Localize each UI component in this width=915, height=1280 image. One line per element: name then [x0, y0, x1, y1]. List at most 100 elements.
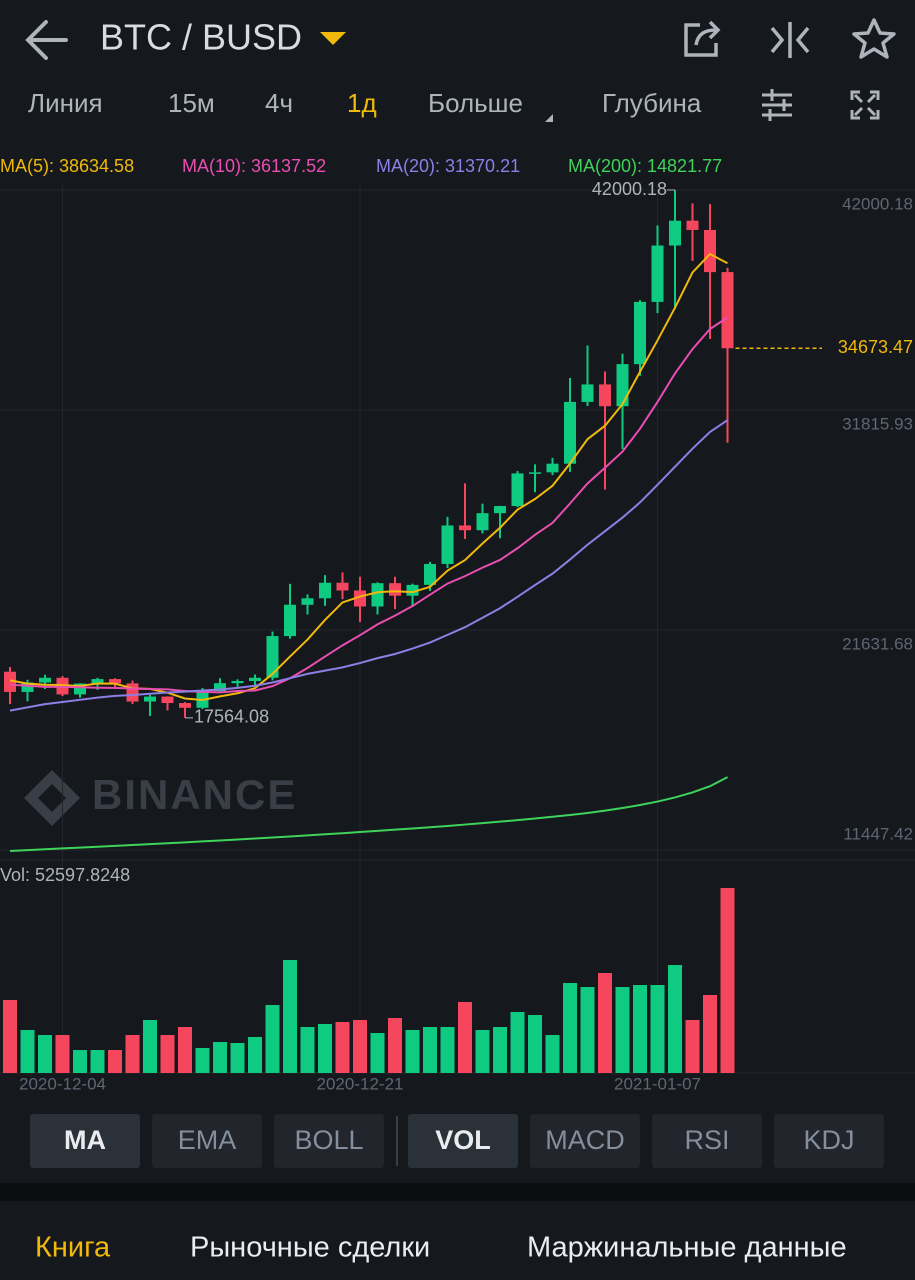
bottom-tab[interactable]: Рыночные сделки — [190, 1232, 430, 1264]
more-arrow — [545, 114, 553, 122]
indicator-button[interactable] — [408, 1114, 518, 1168]
timeframe-tab[interactable]: Линия — [28, 88, 103, 118]
x-tick-label: 2020-12-04 — [19, 1074, 106, 1093]
indicator-label[interactable]: MACD — [545, 1125, 625, 1155]
timeframe-tab[interactable]: Глубина — [602, 88, 702, 118]
indicator-label[interactable]: KDJ — [803, 1125, 854, 1155]
volume-bar — [353, 1019, 367, 1073]
watermark-logo — [24, 770, 80, 826]
ma-legend: MA(5): 38634.58 — [0, 156, 134, 176]
chart: BINANCE 42000.18 31815.93 21631.68 11447.42 2… — [0, 156, 915, 1093]
candle-body — [529, 472, 541, 474]
volume-bar — [283, 959, 297, 1073]
pair-dropdown[interactable] — [320, 32, 346, 45]
volume-bar — [598, 973, 612, 1073]
ma-line — [9, 776, 728, 853]
candle-body — [371, 583, 384, 607]
y-tick-label: 11447.42 — [843, 824, 913, 843]
indicator-label[interactable]: EMA — [178, 1125, 237, 1155]
current-price-label: 34673.47 — [838, 337, 913, 357]
indicator-button[interactable] — [30, 1114, 140, 1168]
indicator-button[interactable] — [774, 1114, 884, 1168]
back-button[interactable] — [25, 20, 68, 60]
indicator-bar: MA EMA BOLL VOL MACD RSI KDJ — [30, 1114, 884, 1168]
candle-body — [721, 272, 734, 349]
compare-button[interactable] — [770, 22, 810, 58]
bottom-tab[interactable]: Маржинальные данные — [527, 1232, 847, 1264]
candle-body — [144, 696, 156, 702]
timeframe-tab[interactable]: 1д — [347, 88, 377, 118]
candle-body — [4, 671, 16, 692]
candle-body — [21, 682, 34, 692]
candle-body — [459, 525, 471, 531]
candle-body — [249, 677, 261, 682]
volume-bar — [703, 994, 717, 1073]
volume-bar — [230, 1042, 245, 1073]
x-tick-label: 2020-12-21 — [317, 1074, 404, 1093]
bottom-tab[interactable]: Книга — [35, 1232, 111, 1264]
favorite-button[interactable] — [852, 18, 896, 59]
candle-body — [336, 582, 349, 591]
volume-bar — [563, 982, 577, 1073]
volume-bar — [493, 1026, 507, 1073]
pair-title[interactable]: BTC / BUSD — [100, 17, 302, 58]
volume-bar — [388, 1017, 402, 1073]
volume-bar — [318, 1024, 332, 1073]
ma-legend: MA(10): 36137.52 — [182, 156, 326, 176]
candle-body — [284, 604, 296, 637]
indicator-label[interactable]: BOLL — [294, 1125, 363, 1155]
low-label: 17564.08 — [194, 707, 269, 727]
candle-body — [616, 364, 629, 407]
y-tick-label: 31815.93 — [842, 414, 913, 433]
share-button[interactable] — [684, 20, 721, 57]
ma-legend: MA(200): 14821.77 — [568, 156, 722, 176]
candle-body — [319, 582, 331, 599]
candle-body — [599, 384, 611, 407]
volume-bar — [685, 1019, 700, 1073]
candle-body — [581, 384, 594, 402]
candle-body — [354, 590, 366, 607]
volume-bar — [423, 1026, 437, 1073]
candle-body — [704, 229, 716, 273]
volume-bar — [475, 1029, 490, 1073]
fullscreen-button[interactable] — [850, 90, 880, 120]
indicator-label[interactable]: MA — [64, 1125, 106, 1155]
watermark: BINANCE — [92, 771, 297, 818]
volume-bar — [125, 1035, 140, 1073]
settings-button[interactable] — [762, 89, 792, 121]
candle-body — [424, 563, 436, 585]
separator — [0, 1183, 915, 1201]
candle-body — [91, 679, 104, 684]
timeframe-tab[interactable]: Больше — [428, 88, 523, 118]
volume-bar — [650, 984, 665, 1073]
y-tick-label: 42000.18 — [842, 194, 913, 213]
indicator-button[interactable] — [152, 1114, 262, 1168]
indicator-label[interactable]: RSI — [684, 1125, 729, 1155]
indicator-button[interactable] — [530, 1114, 640, 1168]
indicator-label[interactable]: VOL — [435, 1125, 491, 1155]
timeframe-tab[interactable]: 4ч — [265, 88, 293, 118]
volume-bar — [38, 1035, 52, 1073]
volume-legend: Vol: 52597.8248 — [0, 865, 130, 885]
candle-body — [669, 220, 681, 246]
x-tick-label: 2021-01-07 — [614, 1074, 701, 1093]
timeframe-tab[interactable]: 15м — [168, 88, 215, 118]
volume-bar — [405, 1029, 420, 1073]
volume-bar — [265, 1005, 280, 1073]
volume-bar — [20, 1030, 35, 1073]
volume-bar — [668, 965, 682, 1073]
volume-bar — [545, 1035, 560, 1073]
volume-bar — [178, 1026, 192, 1073]
indicator-button[interactable] — [274, 1114, 384, 1168]
y-tick-label: 21631.68 — [842, 634, 913, 653]
indicator-button[interactable] — [652, 1114, 762, 1168]
timeframe-tabs: Линия 15м 4ч 1д Больше Глубина — [28, 88, 702, 118]
candle-body — [441, 525, 454, 564]
high-label: 42000.18 — [592, 179, 667, 199]
candle-body — [546, 463, 559, 473]
volume-bar — [633, 984, 647, 1073]
volume-bar — [720, 888, 735, 1073]
